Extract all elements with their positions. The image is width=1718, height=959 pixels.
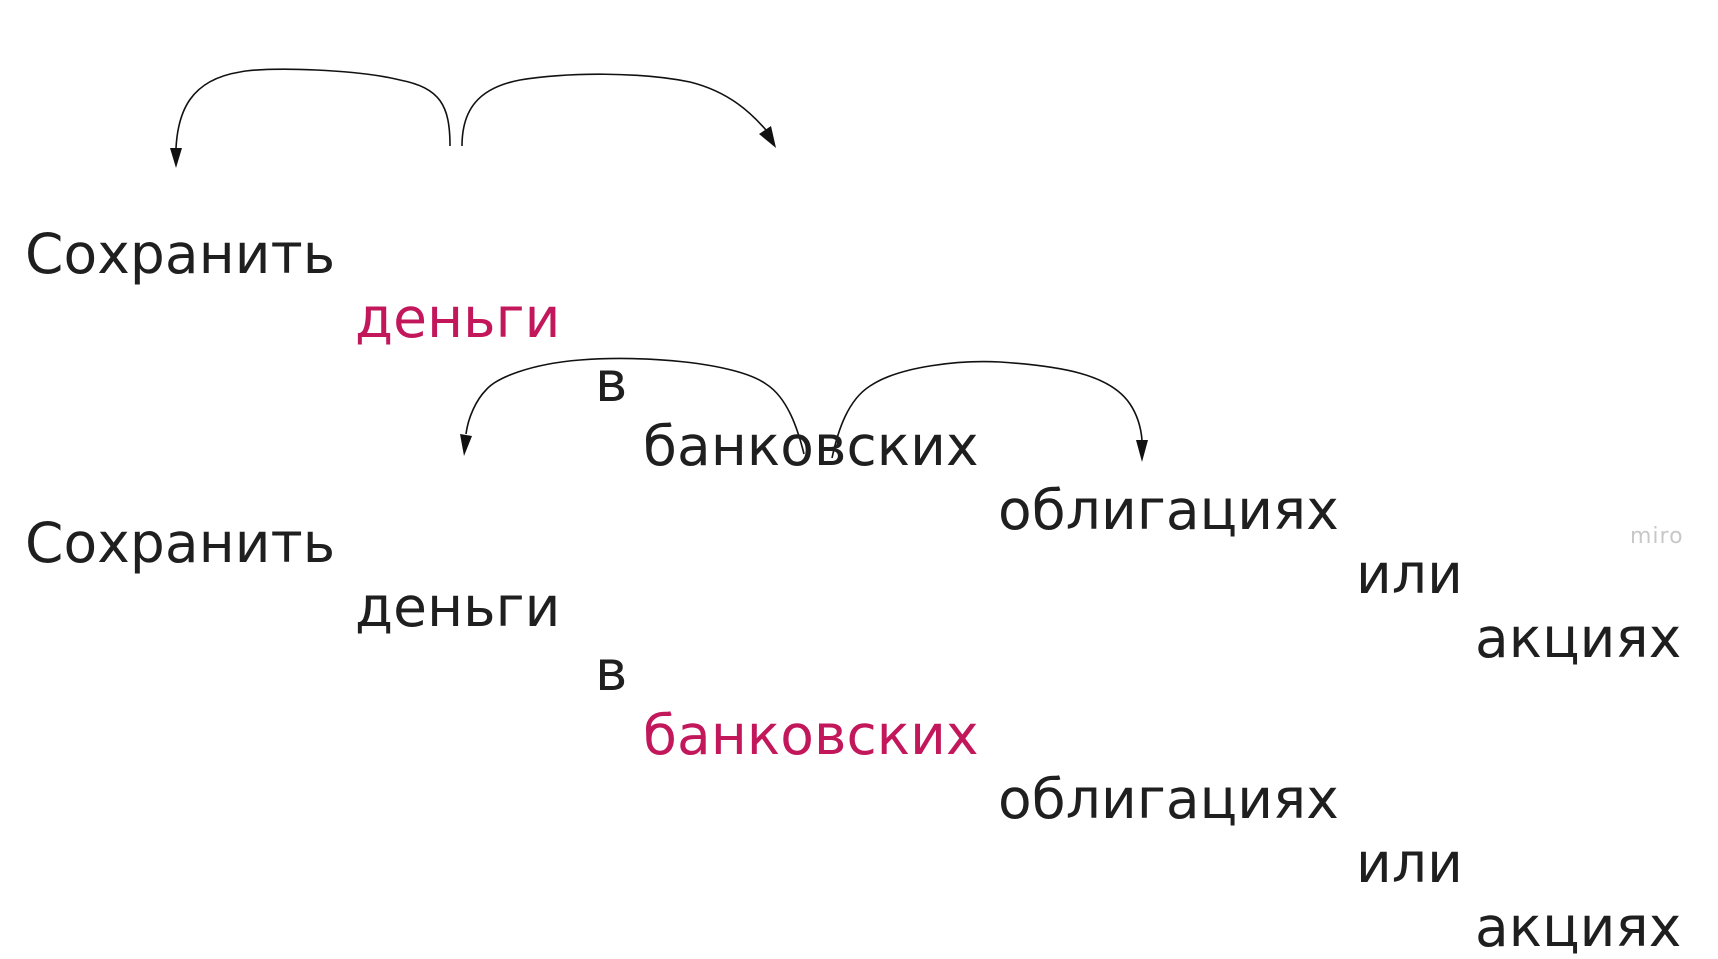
miro-watermark: miro bbox=[1630, 524, 1684, 549]
word-or: или bbox=[1356, 831, 1463, 895]
arrow-1-right-head bbox=[759, 126, 776, 148]
arrow-1-left-head bbox=[170, 148, 182, 168]
word-bonds: облигациях bbox=[998, 767, 1339, 831]
word-stocks: акциях bbox=[1475, 606, 1682, 670]
word-or: или bbox=[1356, 542, 1463, 606]
word-bank: банковских bbox=[643, 414, 979, 478]
dependency-arrows bbox=[170, 68, 1148, 462]
word-money-highlighted: деньги bbox=[355, 286, 561, 350]
word-money: деньги bbox=[355, 575, 561, 639]
word-stocks: акциях bbox=[1475, 895, 1682, 959]
arrow-2-left bbox=[465, 357, 805, 455]
word-save: Сохранить bbox=[25, 511, 336, 575]
arrow-2-left-head bbox=[460, 434, 472, 456]
word-in: в bbox=[595, 350, 628, 414]
word-in: в bbox=[595, 639, 628, 703]
word-bonds: облигациях bbox=[998, 478, 1339, 542]
sentence-2: Сохранить деньги в банковских облигациях… bbox=[0, 447, 1718, 959]
word-bank-highlighted: банковских bbox=[643, 703, 979, 767]
word-save: Сохранить bbox=[25, 222, 336, 286]
arrow-2-right bbox=[831, 360, 1143, 459]
sentence-1: Сохранить деньги в банковских облигациях… bbox=[0, 158, 1718, 670]
arrow-2-right-head bbox=[1136, 440, 1148, 462]
arrow-1-left bbox=[175, 68, 451, 149]
arrow-1-right bbox=[461, 73, 767, 147]
